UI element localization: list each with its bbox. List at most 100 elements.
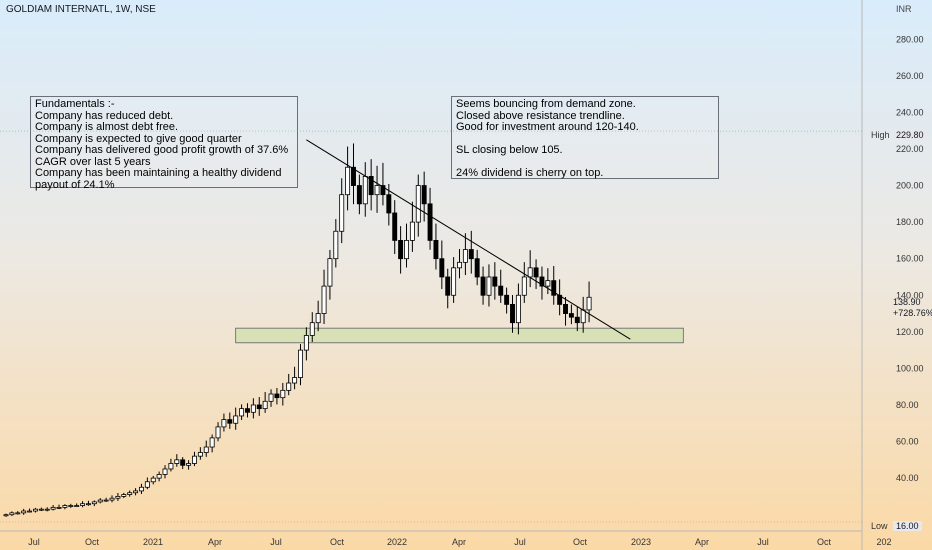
x-tick-label: Apr xyxy=(452,537,466,547)
note-line: Seems bouncing from demand zone. xyxy=(456,98,636,110)
candle xyxy=(192,455,197,464)
candle xyxy=(515,294,521,324)
y-tick-label: 40.00 xyxy=(896,473,919,483)
x-tick-label: Apr xyxy=(208,537,222,547)
candle xyxy=(115,495,121,499)
candle xyxy=(521,276,527,296)
candle xyxy=(468,249,474,260)
candle xyxy=(333,230,339,260)
candle xyxy=(303,335,309,351)
candle xyxy=(451,267,457,296)
candle xyxy=(374,185,380,196)
y-tick-label: 140.00 xyxy=(896,290,924,300)
y-tick-label: 200.00 xyxy=(896,181,924,191)
candle xyxy=(398,239,404,260)
low-value: 16.00 xyxy=(893,521,922,531)
candle xyxy=(427,203,433,241)
x-tick-label: 2021 xyxy=(143,537,163,547)
candle xyxy=(274,393,280,399)
candle xyxy=(380,185,386,196)
candle xyxy=(362,175,368,205)
y-tick-label: 240.00 xyxy=(896,107,924,117)
candle xyxy=(568,313,574,318)
candle xyxy=(32,508,38,512)
x-tick-label: 202 xyxy=(876,537,891,547)
candle xyxy=(233,415,239,424)
demand-zone[interactable] xyxy=(235,327,684,344)
note-line: Company is almost debt free. xyxy=(35,121,179,133)
candle xyxy=(545,280,551,287)
candle xyxy=(44,508,50,511)
candle xyxy=(180,459,186,466)
symbol-title: GOLDIAM INTERNATL, 1W, NSE xyxy=(6,4,156,15)
analysis-note[interactable]: Seems bouncing from demand zone. Closed a… xyxy=(451,96,719,179)
candle xyxy=(109,497,115,501)
candle xyxy=(510,303,515,324)
candle xyxy=(262,400,268,410)
candle xyxy=(462,249,468,263)
candle xyxy=(392,212,398,241)
resistance-trendline[interactable] xyxy=(306,139,631,340)
low-label: Low xyxy=(871,521,888,531)
candle xyxy=(186,463,192,466)
candle xyxy=(292,377,298,384)
candle xyxy=(586,296,592,311)
x-tick-label: Oct xyxy=(573,537,588,547)
candle xyxy=(351,166,356,186)
note-line: payout of 24.1% xyxy=(35,178,115,191)
candle xyxy=(56,506,62,509)
candle xyxy=(492,276,498,287)
candle xyxy=(38,508,44,511)
candle xyxy=(91,501,97,505)
candle xyxy=(227,419,233,424)
candle xyxy=(3,514,9,517)
candle xyxy=(345,166,351,196)
last-price-value: 138.90 xyxy=(893,297,921,307)
candle xyxy=(409,221,415,241)
candle xyxy=(368,175,374,196)
candle xyxy=(327,258,333,287)
candle xyxy=(574,316,580,324)
currency-label: INR xyxy=(896,4,912,14)
candle xyxy=(215,426,221,439)
y-tick-label: 60.00 xyxy=(896,437,919,447)
candle xyxy=(580,309,586,324)
candle xyxy=(62,505,68,508)
note-line: 24% dividend is cherry on top. xyxy=(456,167,604,179)
candle xyxy=(280,389,286,399)
fundamentals-note[interactable]: Fundamentals :- Company has reduced debt.… xyxy=(30,96,298,190)
candle xyxy=(74,505,80,507)
last-change-value: +728.76% xyxy=(893,308,932,318)
y-tick-label: 220.00 xyxy=(896,144,924,154)
candle xyxy=(356,185,362,205)
candle xyxy=(480,276,486,296)
candle xyxy=(9,512,15,516)
candle xyxy=(315,313,321,324)
candle xyxy=(150,477,156,483)
x-tick-label: Oct xyxy=(330,537,345,547)
candle xyxy=(474,258,480,278)
y-tick-label: 120.00 xyxy=(896,327,924,337)
candle xyxy=(97,499,103,503)
candle xyxy=(551,280,557,296)
candle xyxy=(433,239,439,260)
x-tick-label: Oct xyxy=(817,537,832,547)
candle xyxy=(439,258,445,278)
candle xyxy=(563,303,568,314)
candle xyxy=(445,276,451,296)
candle xyxy=(121,494,127,497)
candle xyxy=(203,446,209,453)
candle xyxy=(50,506,56,510)
candle xyxy=(239,408,245,417)
candle xyxy=(298,349,303,378)
candle xyxy=(498,285,504,296)
x-tick-label: Jul xyxy=(270,537,282,547)
candle xyxy=(103,499,109,502)
note-line: SL closing below 105. xyxy=(456,144,563,156)
candle xyxy=(85,503,91,506)
x-tick-label: 2023 xyxy=(631,537,651,547)
candle xyxy=(457,261,462,269)
candle xyxy=(309,322,315,336)
x-tick-label: 2022 xyxy=(387,537,407,547)
